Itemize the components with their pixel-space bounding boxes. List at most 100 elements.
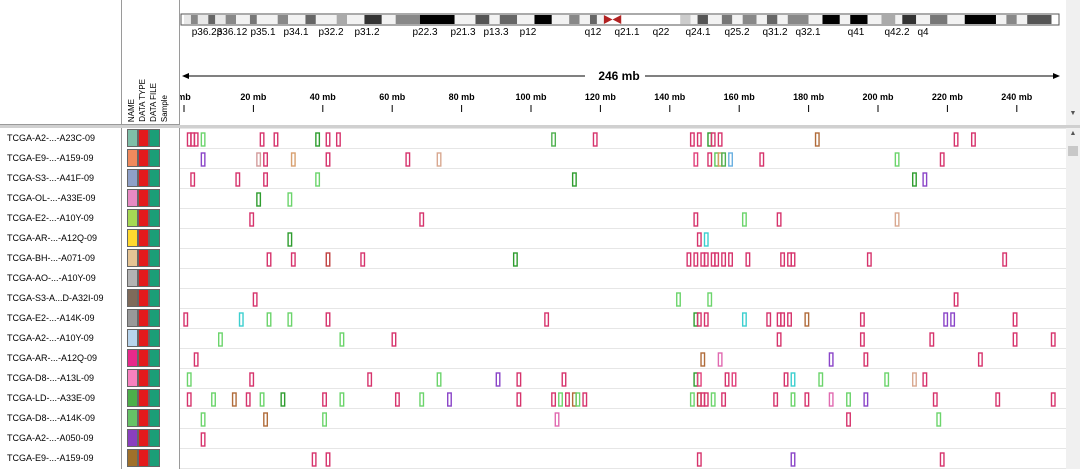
mutation-marker[interactable] [717,132,723,147]
cytoband-block[interactable] [697,15,708,24]
cytoband-block[interactable] [569,15,580,24]
mutation-marker[interactable] [846,412,851,427]
cytoband-block[interactable] [777,15,788,24]
mutation-marker[interactable] [859,332,865,347]
scroll-up-arrow-icon[interactable]: ▲ [1069,130,1077,137]
sample-name[interactable]: TCGA-AR-...-A12Q-09 [7,233,98,243]
mutation-marker[interactable] [696,372,702,387]
sample-color-cell[interactable] [127,329,138,347]
mutation-marker[interactable] [686,252,692,267]
mutation-marker[interactable] [731,372,737,387]
mutation-marker[interactable] [551,132,557,147]
mutation-marker[interactable] [780,252,786,267]
cytoband-block[interactable] [916,15,931,24]
mutation-marker[interactable] [200,432,206,447]
mutation-marker[interactable] [759,152,765,167]
mutation-marker[interactable] [703,232,709,247]
mutation-marker[interactable] [495,372,501,387]
mutation-marker[interactable] [315,172,321,187]
mutation-marker[interactable] [828,352,834,367]
cytoband-block[interactable] [499,15,518,24]
mutation-marker[interactable] [512,252,518,267]
cytoband-block[interactable] [766,15,778,24]
mutation-marker[interactable] [447,392,452,407]
data-file-cell[interactable] [149,169,160,187]
mutation-marker[interactable] [249,212,255,227]
cytoband-block[interactable] [732,15,743,24]
mutation-marker[interactable] [419,392,425,407]
mutation-marker[interactable] [325,252,331,267]
mutation-marker[interactable] [894,212,900,227]
mutation-marker[interactable] [721,252,727,267]
mutation-marker[interactable] [405,152,411,167]
mutation-marker[interactable] [710,392,716,407]
cytoband-block[interactable] [315,15,337,24]
mutation-marker[interactable] [575,392,581,407]
cytoband-block[interactable] [690,15,698,24]
mutation-marker[interactable] [516,392,522,407]
cytoband-block[interactable] [721,15,733,24]
sample-color-cell[interactable] [127,169,138,187]
mutation-marker[interactable] [183,312,189,327]
cytoband-block[interactable] [305,15,316,24]
sample-color-cell[interactable] [127,229,138,247]
data-type-cell[interactable] [138,309,149,327]
panel-divider[interactable] [0,125,1080,128]
data-type-cell[interactable] [138,249,149,267]
mutation-marker[interactable] [263,412,269,427]
mutation-marker[interactable] [235,172,241,187]
cytoband-block[interactable] [579,15,590,24]
mutation-marker[interactable] [703,392,709,407]
mutation-marker[interactable] [828,392,834,407]
sample-name[interactable]: TCGA-E2-...-A14K-09 [7,313,95,323]
mutation-marker[interactable] [950,312,956,327]
mutation-marker[interactable] [696,132,702,147]
cytoband-block[interactable] [787,15,809,24]
mutation-marker[interactable] [696,452,702,467]
cytoband-block[interactable] [184,15,191,24]
mutation-marker[interactable] [565,392,570,407]
mutation-marker[interactable] [745,252,751,267]
mutation-marker[interactable] [193,132,199,147]
cytoband-block[interactable] [596,15,604,24]
sample-name[interactable]: TCGA-E2-...-A10Y-09 [7,213,94,223]
mutation-marker[interactable] [721,152,727,167]
cytoband-block[interactable] [822,15,840,24]
mutation-marker[interactable] [200,152,206,167]
mutation-marker[interactable] [714,252,720,267]
mutation-marker[interactable] [200,412,206,427]
mutation-marker[interactable] [728,252,733,267]
mutation-marker[interactable] [912,372,917,387]
cytoband-block[interactable] [1016,15,1028,24]
mutation-marker[interactable] [558,392,563,407]
cytoband-block[interactable] [995,15,1007,24]
attr-header-data-type[interactable]: DATA TYPE [138,79,147,122]
mutation-marker[interactable] [551,392,557,407]
mutation-marker[interactable] [922,372,928,387]
mutation-marker[interactable] [325,312,331,327]
sample-name[interactable]: TCGA-AO-...-A10Y-09 [7,273,96,283]
mutation-marker[interactable] [700,352,706,367]
sample-color-cell[interactable] [127,289,138,307]
data-file-cell[interactable] [149,429,160,447]
attr-header-data-file[interactable]: DATA FILE [149,83,158,122]
data-file-cell[interactable] [149,249,160,267]
mutation-marker[interactable] [218,332,223,347]
mutation-marker[interactable] [717,352,723,367]
cytoband-block[interactable] [902,15,917,24]
sample-color-cell[interactable] [127,249,138,267]
mutation-marker[interactable] [863,392,869,407]
mutation-marker[interactable] [193,352,199,367]
cytoband-block[interactable] [756,15,767,24]
mutation-marker[interactable] [231,392,237,407]
cytoband-block[interactable] [551,15,570,24]
mutation-track-svg[interactable] [180,128,1066,469]
mutation-marker[interactable] [790,372,796,387]
cytoband-block[interactable] [680,15,691,24]
sample-color-cell[interactable] [127,209,138,227]
data-file-cell[interactable] [149,389,160,407]
data-file-cell[interactable] [149,229,160,247]
mutation-marker[interactable] [290,152,296,167]
mutation-marker[interactable] [689,392,695,407]
